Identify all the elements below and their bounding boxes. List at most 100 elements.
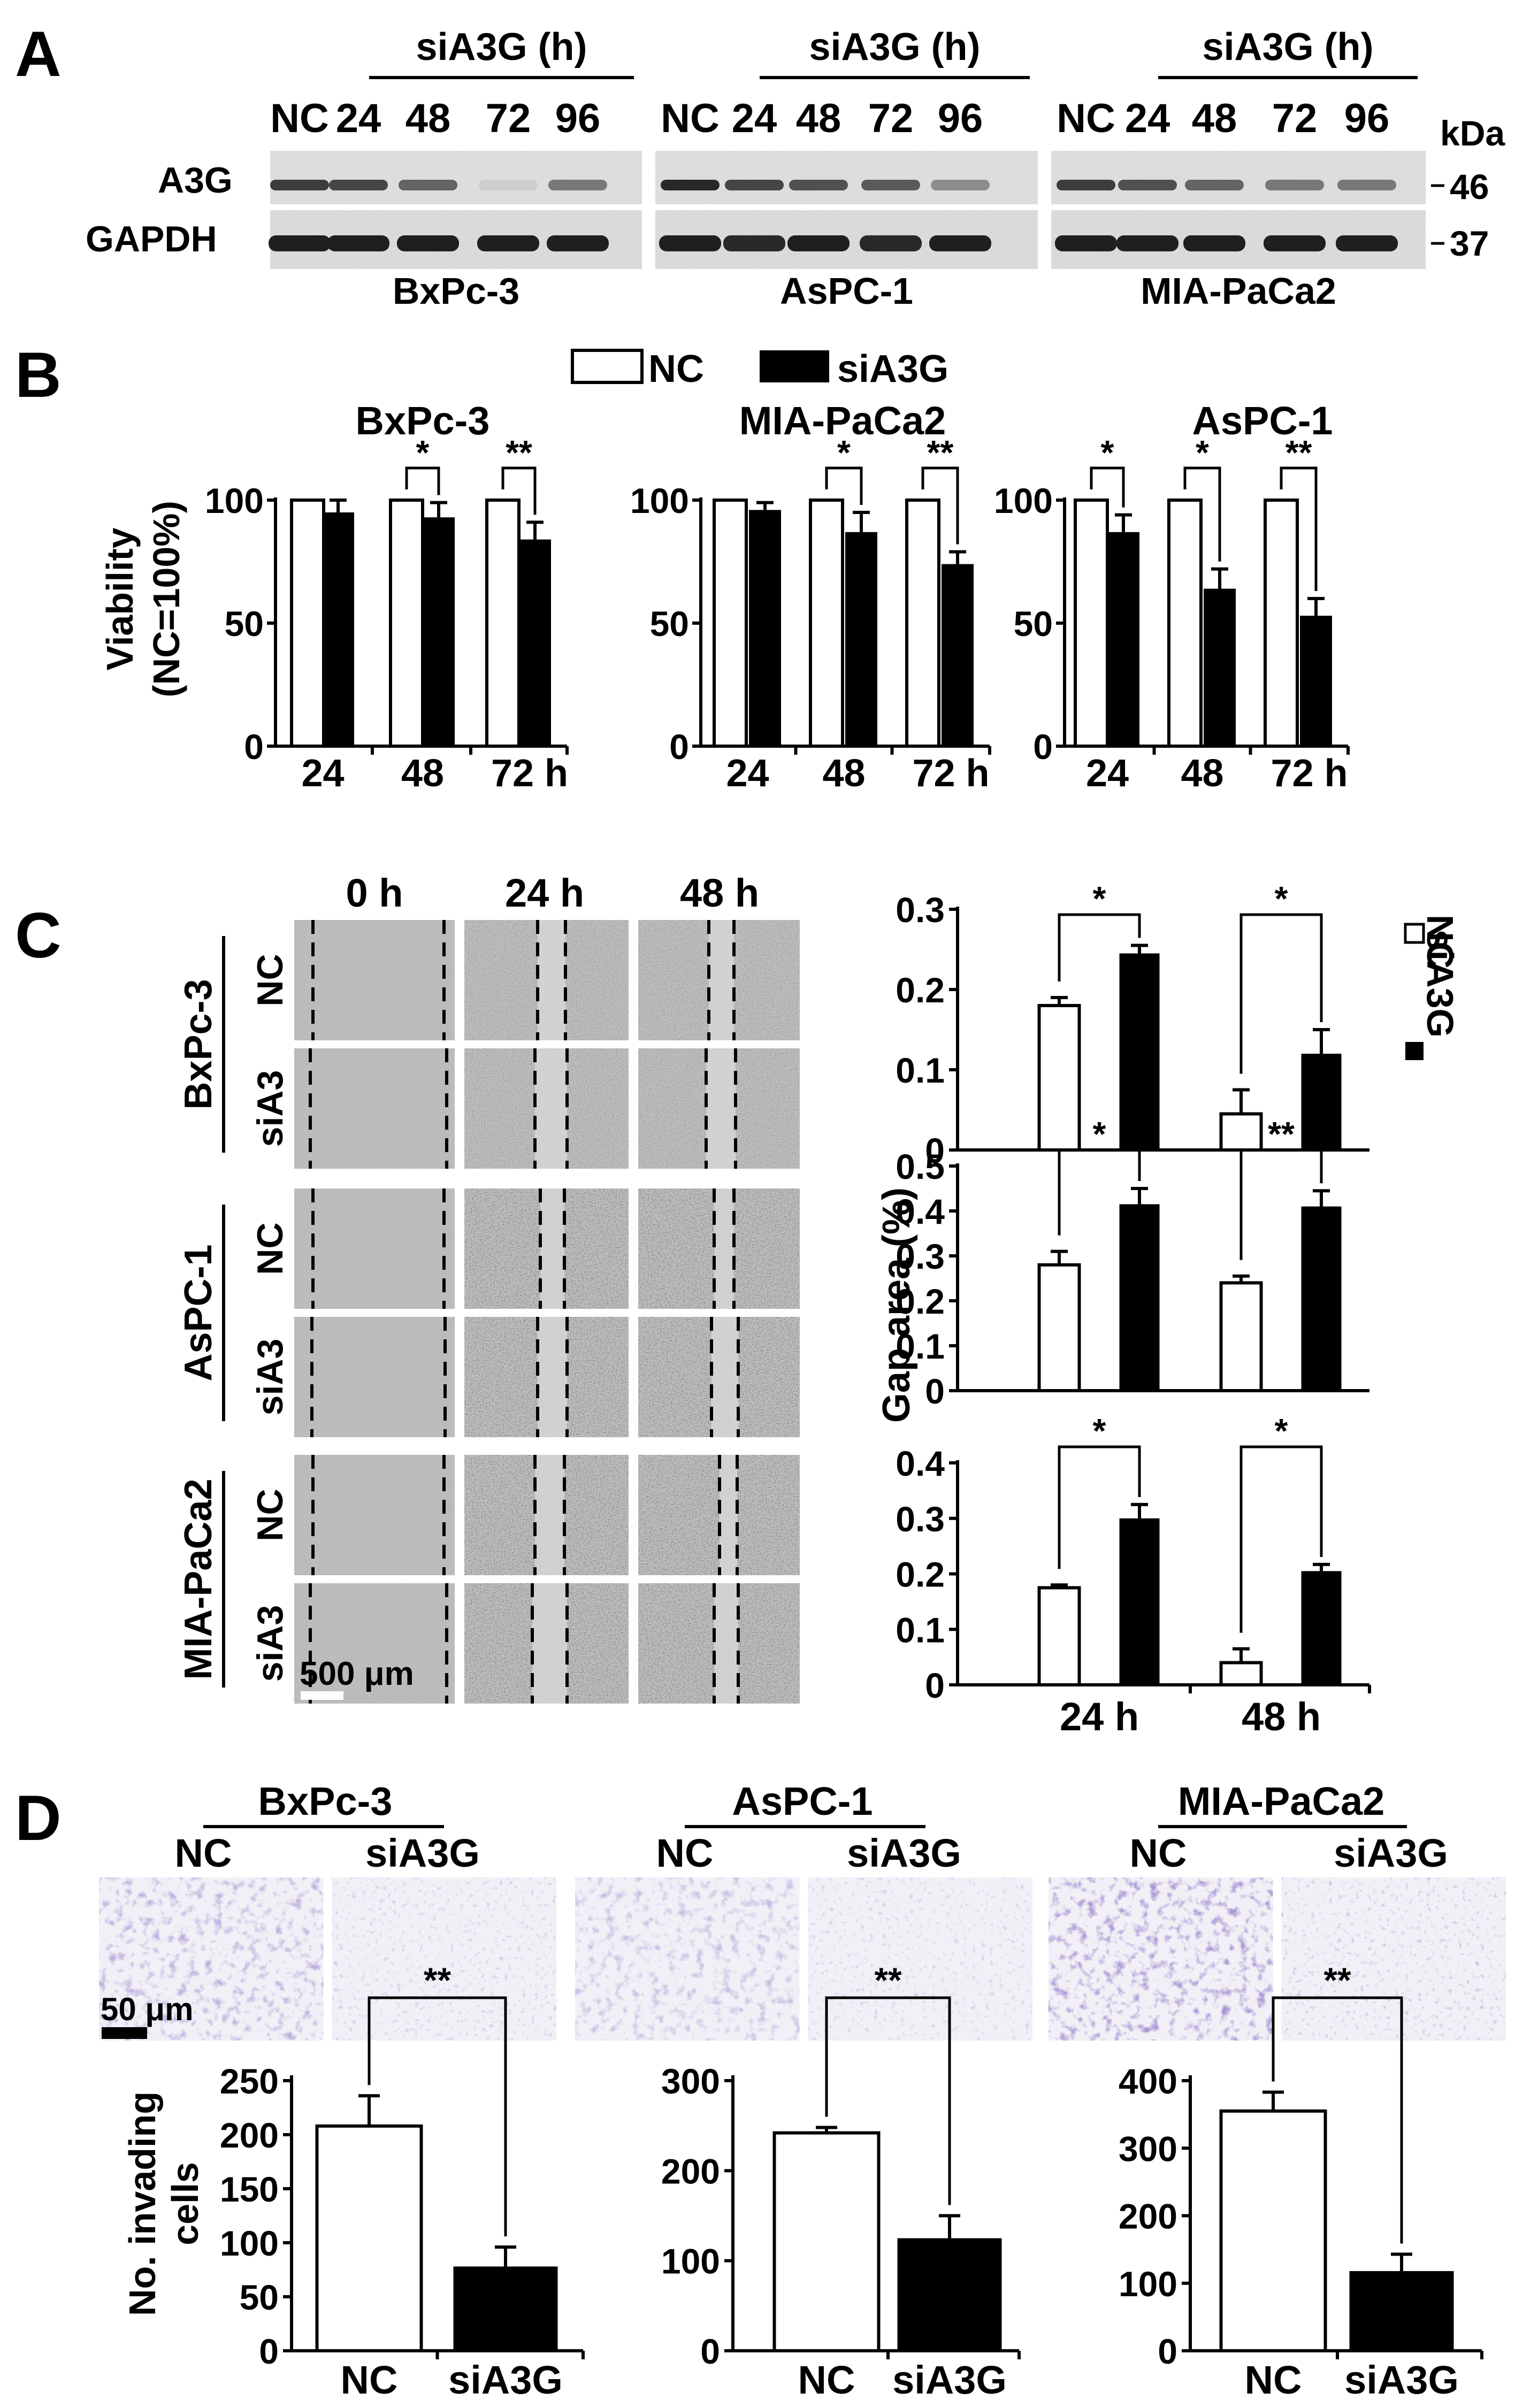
- blot-texture: [1051, 151, 1426, 204]
- row-label: siA3: [250, 1070, 290, 1147]
- y-tick-label: 100: [220, 2223, 279, 2263]
- scratch-gap: [711, 1317, 738, 1437]
- bar-si: [1349, 2271, 1454, 2351]
- blot-cell-line-label: BxPc-3: [393, 270, 519, 312]
- lane-label: 96: [938, 96, 983, 141]
- band-a3g: [725, 180, 784, 190]
- time-label: 48 h: [680, 871, 759, 915]
- viability-chart: AsPC-1 0 50 100 24 * 48 * 72 h **: [994, 398, 1350, 795]
- y-tick-label: 50: [240, 2277, 279, 2317]
- lane-label: 24: [732, 96, 777, 141]
- cell-line-label: BxPc-3: [177, 979, 220, 1109]
- y-tick-label: 0: [925, 1371, 945, 1411]
- band-a3g: [270, 180, 329, 190]
- bar-nc: [315, 2124, 423, 2353]
- y-tick-label: 50: [1014, 604, 1053, 643]
- band-a3g: [931, 180, 990, 190]
- x-tick-label: 24 h: [1060, 1694, 1139, 1739]
- x-tick-label: NC: [341, 2358, 398, 2402]
- scratch-gap: [538, 1317, 567, 1437]
- significance-mark: **: [927, 433, 954, 472]
- x-tick-label: 24: [301, 752, 344, 795]
- cell-line-label: AsPC-1: [177, 1244, 220, 1381]
- scratch-gap: [714, 1583, 738, 1704]
- significance-mark: *: [837, 433, 851, 472]
- panel-b-ylabel-1: Viability: [99, 527, 141, 670]
- viability-chart: MIA-PaCa2 0 50 100 24 48 * 72 h **: [630, 398, 991, 795]
- bar-si: [1107, 532, 1139, 746]
- row-label: NC: [250, 954, 290, 1006]
- band-a3g: [479, 180, 538, 190]
- scratch-gap: [709, 920, 734, 1040]
- blot-texture: [655, 151, 1038, 204]
- chart-title: AsPC-1: [1192, 398, 1333, 443]
- x-tick-label: siA3G: [448, 2358, 563, 2402]
- significance-bracket: [1058, 1445, 1141, 1569]
- x-tick-label: 48: [401, 752, 444, 795]
- gap-area-ylabel: Gap area (%): [875, 1187, 918, 1423]
- image-label-si: siA3G: [1334, 1831, 1448, 1875]
- x-tick-label: 24: [1086, 752, 1129, 795]
- band-gapdh: [1336, 235, 1398, 251]
- bar-nc: [1074, 499, 1109, 748]
- panel-b-ylabel-2: (NC=100%): [146, 501, 187, 697]
- scratch-gap: [532, 1583, 567, 1704]
- y-tick-label: 300: [661, 2061, 720, 2101]
- band-gapdh: [860, 235, 922, 251]
- x-tick-label: siA3G: [892, 2358, 1007, 2402]
- legend-si-swatch: [1405, 1042, 1424, 1060]
- invasion-chart: 0 100 200 300 400 ** NC siA3G: [1119, 1960, 1483, 2402]
- panel-d-invasion-images: BxPc-3 NC siA3G AsPC-1 NC siA3G MIA-PaCa2 NC siA…: [99, 1779, 1506, 2041]
- y-tick-label: 0: [244, 727, 264, 766]
- viability-chart: BxPc-3 0 50 100 24 48 * 72 h **: [205, 398, 569, 795]
- cell-line-label: MIA-PaCa2: [177, 1478, 220, 1680]
- stained-cells: [575, 1877, 800, 2041]
- band-a3g: [1337, 180, 1396, 190]
- y-tick-label: 150: [220, 2169, 279, 2209]
- band-gapdh: [547, 235, 609, 251]
- band-gapdh: [659, 235, 721, 251]
- lane-label: 48: [796, 96, 841, 141]
- significance-bracket: [1272, 1996, 1403, 2244]
- legend-nc-swatch: [571, 349, 644, 384]
- stained-cells: [808, 1877, 1032, 2041]
- image-texture: [294, 1188, 455, 1309]
- significance-bracket: [921, 466, 959, 545]
- stained-cells: [332, 1877, 556, 2041]
- y-tick-label: 50: [650, 604, 689, 643]
- y-tick-label: 0.3: [896, 1237, 945, 1276]
- bar-si: [845, 532, 877, 746]
- band-gapdh: [477, 235, 539, 251]
- significance-mark: *: [416, 433, 430, 472]
- lane-label: NC: [270, 96, 329, 141]
- image-label-nc: NC: [175, 1831, 232, 1875]
- significance-bracket: [825, 466, 863, 505]
- significance-bracket: [1090, 466, 1125, 508]
- significance-bracket: [368, 1996, 507, 2237]
- significance-mark: *: [1093, 879, 1106, 918]
- image-texture: [294, 1455, 455, 1575]
- y-tick-label: 100: [1119, 2264, 1177, 2304]
- scratch-gap: [714, 1188, 734, 1309]
- invasion-chart: 0 100 200 300 ** NC siA3G: [661, 1960, 1021, 2402]
- significance-bracket: [501, 466, 537, 515]
- y-tick-label: 0.2: [896, 1282, 945, 1321]
- scratch-gap: [720, 1455, 737, 1575]
- time-label: 24 h: [505, 871, 584, 915]
- y-tick-label: 200: [661, 2151, 720, 2191]
- y-tick-label: 400: [1119, 2061, 1177, 2101]
- bar-nc: [1264, 499, 1299, 748]
- scratch-gap: [540, 1188, 564, 1309]
- x-tick-label: 72 h: [1271, 752, 1348, 795]
- bar-si: [1119, 953, 1160, 1150]
- x-tick-label: 48 h: [1242, 1694, 1321, 1739]
- y-tick-label: 100: [661, 2242, 720, 2281]
- legend-si-label: siA3G: [837, 348, 948, 390]
- row-label-a3g: A3G: [158, 160, 233, 201]
- y-tick-label: 0.2: [896, 1555, 945, 1594]
- bar-nc: [1219, 1112, 1263, 1152]
- legend-nc-label: NC: [648, 348, 704, 390]
- bar-si: [1301, 1571, 1342, 1685]
- bar-nc: [1219, 1281, 1263, 1392]
